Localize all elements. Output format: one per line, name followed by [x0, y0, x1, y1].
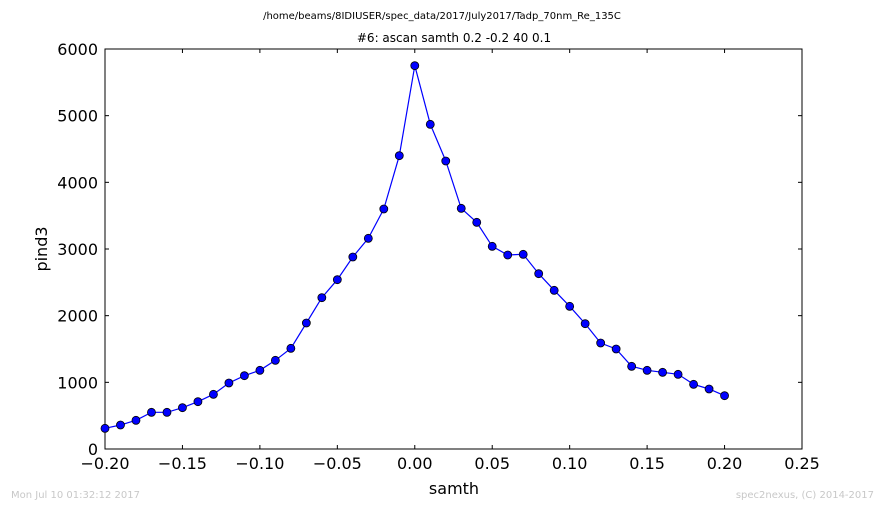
data-point [239, 371, 249, 381]
timestamp-footer: Mon Jul 10 01:32:12 2017 [11, 490, 140, 501]
x-tick-label: 0.00 [397, 454, 433, 473]
data-point [317, 293, 327, 303]
data-point [704, 384, 714, 394]
data-point [689, 379, 698, 389]
x-tick-label: 0.15 [629, 454, 665, 473]
data-point [441, 156, 451, 166]
y-tick-label: 4000 [57, 173, 98, 192]
x-tick-label: 0.05 [474, 454, 510, 473]
series-line [104, 65, 725, 429]
data-point [394, 151, 404, 161]
data-point [270, 355, 280, 365]
data-point [363, 233, 373, 243]
file-path-label: /home/beams/8IDIUSER/spec_data/2017/July… [263, 11, 621, 22]
axes: −0.20 −0.15 −0.10 −0.05 0.00 0.05 0.10 0.15 0.20… [57, 40, 820, 473]
data-point [611, 344, 621, 354]
data-point [673, 369, 683, 379]
x-tick-label: −0.15 [158, 454, 207, 473]
data-point [518, 249, 528, 259]
data-point [116, 420, 125, 430]
x-tick-label: −0.05 [313, 454, 362, 473]
x-tick-label: 0.10 [552, 454, 588, 473]
data-point [255, 365, 265, 375]
data-point [658, 367, 667, 377]
data-point [178, 403, 187, 413]
y-tick-label: 6000 [57, 40, 98, 59]
data-point [348, 252, 358, 262]
data-point [100, 423, 110, 433]
data-point [596, 338, 606, 348]
data-point [379, 204, 389, 214]
data-point [472, 217, 482, 227]
data-point [131, 415, 141, 425]
y-tick-label: 0 [88, 440, 98, 459]
data-point [332, 275, 342, 285]
data-point [565, 301, 575, 311]
plot-frame [104, 48, 803, 450]
y-tick-label: 5000 [57, 107, 98, 126]
data-point [147, 407, 156, 417]
credit-footer: spec2nexus, (C) 2014-2017 [736, 490, 874, 501]
data-point [534, 269, 544, 279]
x-tick-label: −0.20 [80, 454, 129, 473]
y-tick-label: 1000 [57, 373, 98, 392]
data-point [162, 407, 172, 417]
data-point [193, 397, 203, 407]
data-point [209, 389, 218, 399]
chart-title: #6: ascan samth 0.2 -0.2 40 0.1 [357, 31, 551, 45]
x-tick-label: 0.20 [707, 454, 743, 473]
y-tick-label: 2000 [57, 307, 98, 326]
data-point [720, 391, 729, 401]
series-pind3 [100, 61, 729, 433]
data-point [549, 285, 559, 295]
data-point [456, 203, 466, 213]
x-tick-label: −0.10 [235, 454, 284, 473]
x-axis-label: samth [429, 479, 479, 498]
data-point [224, 378, 234, 388]
x-tick-label: 0.25 [784, 454, 820, 473]
data-point [580, 319, 590, 329]
data-point [301, 318, 311, 328]
data-point [642, 365, 652, 375]
data-point [503, 250, 513, 260]
data-point [286, 343, 296, 353]
data-point [425, 119, 435, 129]
data-point [627, 361, 637, 371]
data-point [410, 61, 420, 71]
data-point [487, 241, 497, 251]
y-axis-label: pind3 [32, 226, 51, 271]
y-tick-label: 3000 [57, 240, 98, 259]
